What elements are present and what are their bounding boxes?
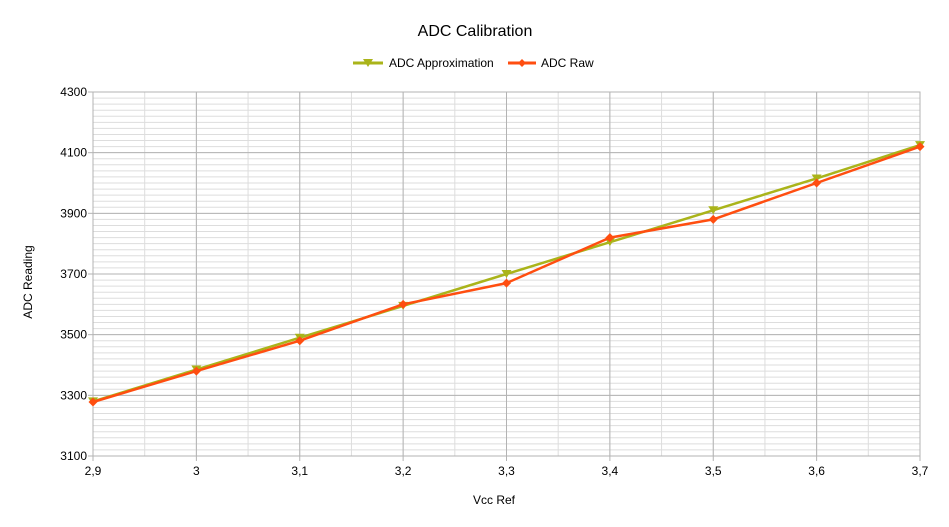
series-raw bbox=[88, 142, 925, 407]
x-tick-label: 3,7 bbox=[912, 464, 929, 478]
y-axis-label: ADC Reading bbox=[21, 245, 35, 318]
y-tick-label: 3100 bbox=[60, 449, 87, 463]
x-tick-label: 3,1 bbox=[291, 464, 308, 478]
x-tick-label: 3,6 bbox=[808, 464, 825, 478]
x-axis-label: Vcc Ref bbox=[473, 493, 516, 507]
x-tick-label: 3,4 bbox=[602, 464, 619, 478]
data-point bbox=[708, 206, 719, 215]
data-point bbox=[915, 142, 925, 152]
x-tick-label: 3,2 bbox=[395, 464, 412, 478]
y-tick-label: 3900 bbox=[60, 206, 87, 220]
data-point bbox=[605, 233, 615, 243]
x-axis-ticks: 2,9 3 3,1 3,2 3,3 3,4 3,5 3,6 3,7 bbox=[85, 456, 929, 478]
legend-label-raw: ADC Raw bbox=[541, 56, 594, 70]
chart-title: ADC Calibration bbox=[418, 23, 533, 40]
y-tick-label: 3300 bbox=[60, 388, 87, 402]
x-tick-label: 3,3 bbox=[498, 464, 515, 478]
legend-item-approximation: ADC Approximation bbox=[353, 56, 494, 70]
y-tick-label: 3500 bbox=[60, 328, 87, 342]
x-tick-label: 3 bbox=[193, 464, 200, 478]
y-axis-ticks: 3100 3300 3500 3700 3900 4100 4300 bbox=[60, 85, 93, 463]
data-point bbox=[295, 336, 305, 346]
data-point bbox=[812, 178, 822, 188]
legend-label-approximation: ADC Approximation bbox=[389, 56, 494, 70]
x-tick-label: 2,9 bbox=[85, 464, 102, 478]
y-tick-label: 4300 bbox=[60, 85, 87, 99]
data-point bbox=[502, 278, 511, 288]
data-point bbox=[501, 270, 512, 278]
data-point bbox=[708, 214, 718, 224]
data-point bbox=[88, 397, 98, 407]
data-point bbox=[811, 174, 822, 183]
legend-item-raw: ADC Raw bbox=[508, 56, 594, 70]
data-point bbox=[604, 238, 615, 247]
y-tick-label: 3700 bbox=[60, 267, 87, 281]
legend: ADC Approximation ADC Raw bbox=[353, 56, 594, 70]
data-point bbox=[398, 299, 408, 309]
series-layer bbox=[88, 141, 925, 407]
data-point bbox=[191, 366, 201, 376]
y-tick-label: 4100 bbox=[60, 146, 87, 160]
x-tick-label: 3,5 bbox=[705, 464, 722, 478]
